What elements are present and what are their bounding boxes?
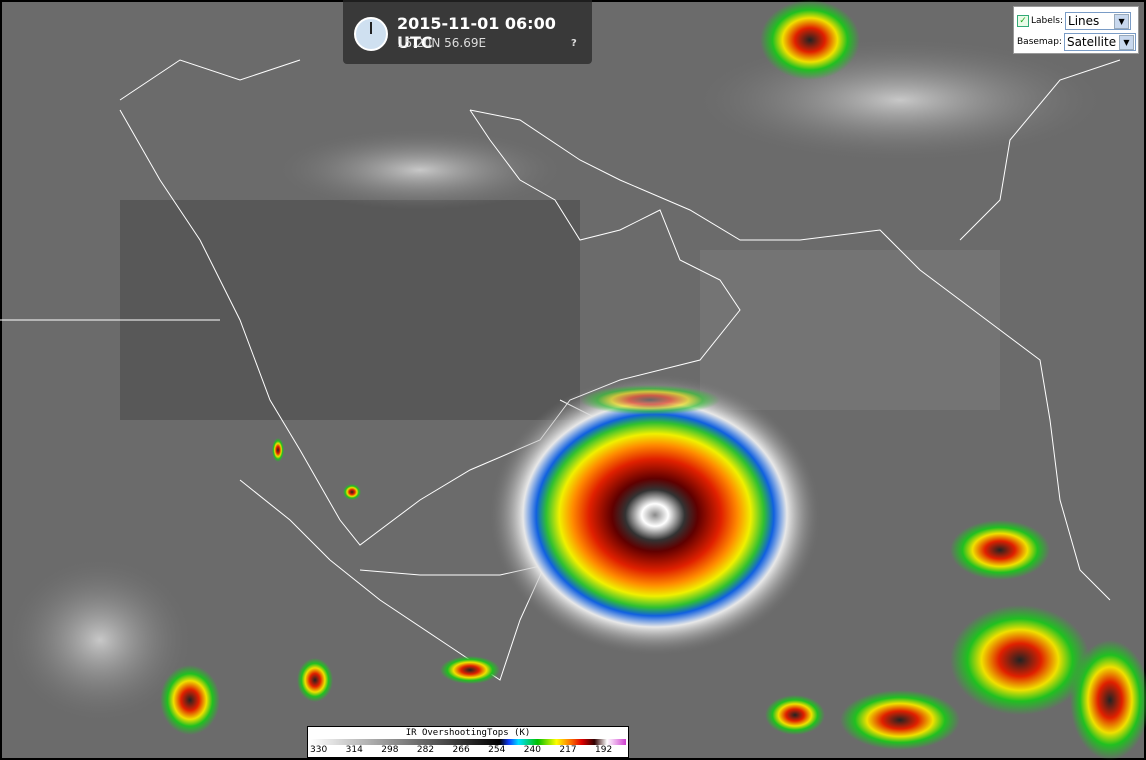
colorbar-tick-label: 240 <box>523 745 541 755</box>
storm-cell <box>297 658 333 702</box>
cyclone <box>490 375 820 655</box>
storm-cell <box>1070 640 1146 760</box>
info-panel: 2015-11-01 06:00 UTC 15.20N 56.69E ? <box>343 0 592 64</box>
colorbar-tick-label: 330 <box>310 745 328 755</box>
labels-label: Labels: <box>1031 16 1064 26</box>
storm-cell <box>272 438 284 462</box>
storm-cell <box>440 656 500 684</box>
labels-select[interactable]: Lines ▼ <box>1065 12 1132 30</box>
help-button[interactable]: ? <box>571 38 577 49</box>
cloud <box>10 560 190 720</box>
labels-value: Lines <box>1068 14 1100 28</box>
clock-icon <box>354 17 388 51</box>
colorbar-tick-label: 314 <box>345 745 363 755</box>
rain-band <box>580 385 720 415</box>
colorbar-tick-label: 192 <box>595 745 613 755</box>
border-east <box>959 59 1121 241</box>
cloud <box>700 40 1100 160</box>
colorbar: IR OvershootingTops (K) 330 314 298 282 266 2… <box>307 726 629 758</box>
borders <box>0 59 601 561</box>
desert <box>120 200 580 420</box>
storm-cell <box>343 484 361 500</box>
storm-cell <box>160 665 220 735</box>
storm-cell <box>950 520 1050 580</box>
colorbar-tick-label: 254 <box>488 745 506 755</box>
iran-india-coast <box>469 109 1111 601</box>
storm-cell <box>765 695 825 735</box>
cloud <box>280 130 560 210</box>
colorbar-tick-label: 282 <box>416 745 435 755</box>
storm-cell <box>840 690 960 750</box>
horn-coast <box>329 559 546 681</box>
colorbar-tick-label: 298 <box>381 745 399 755</box>
coordinates: 15.20N 56.69E <box>397 36 487 50</box>
colorbar-gradient <box>310 739 626 745</box>
sea <box>700 250 1000 410</box>
storm-cell <box>760 0 860 80</box>
colorbar-tick-label: 266 <box>452 745 470 755</box>
labels-checkbox[interactable]: ✓ <box>1017 15 1029 27</box>
timestamp: 2015-11-01 06:00 UTC <box>397 14 556 52</box>
storm-cell <box>950 605 1090 715</box>
basemap-label: Basemap: <box>1017 37 1062 47</box>
basemap-value: Satellite <box>1066 35 1117 49</box>
colorbar-title: IR OvershootingTops (K) <box>405 728 531 738</box>
controls: ✓ Labels: Lines ▼ Basemap: Satellite ▼ <box>1013 6 1139 54</box>
colorbar-tick-label: 217 <box>559 745 577 755</box>
basemap-select[interactable]: Satellite ▼ <box>1063 33 1136 51</box>
